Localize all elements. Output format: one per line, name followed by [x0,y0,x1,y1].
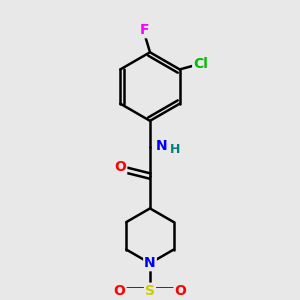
Text: F: F [140,23,149,37]
Text: N: N [156,139,167,153]
Text: O: O [114,160,126,173]
Text: Cl: Cl [193,57,208,71]
Text: O: O [114,284,125,298]
Text: H: H [169,143,180,156]
Text: S: S [145,284,155,298]
Text: N: N [144,256,156,270]
Text: O: O [175,284,186,298]
